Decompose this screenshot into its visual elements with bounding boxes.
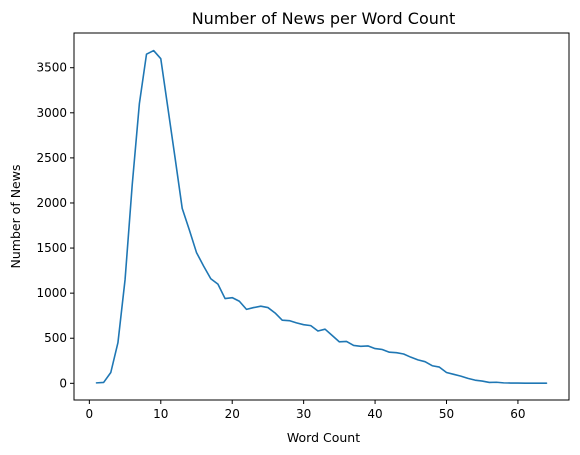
series-line (95, 49, 548, 385)
y-tick-label: 0 (59, 376, 67, 390)
x-tick-label: 0 (86, 407, 94, 421)
x-tick-label: 10 (153, 407, 168, 421)
x-ticks: 0 10 20 30 40 50 60 (86, 400, 526, 421)
x-tick-label: 50 (439, 407, 454, 421)
x-tick-label: 20 (225, 407, 240, 421)
x-tick-label: 30 (296, 407, 311, 421)
y-tick-label: 3500 (36, 61, 67, 75)
x-tick-label: 40 (367, 407, 382, 421)
x-tick-label: 60 (510, 407, 525, 421)
x-axis-label: Word Count (287, 430, 360, 445)
y-tick-label: 3000 (36, 106, 67, 120)
y-tick-label: 1500 (36, 241, 67, 255)
y-tick-label: 2500 (36, 151, 67, 165)
chart-title: Number of News per Word Count (192, 9, 456, 28)
plot-frame (73, 32, 570, 401)
y-tick-label: 1000 (36, 286, 67, 300)
y-axis-label: Number of News (8, 165, 23, 269)
y-tick-label: 500 (44, 331, 67, 345)
y-ticks: 0 500 1000 1500 2000 2500 3000 3500 (36, 61, 74, 390)
y-tick-label: 2000 (36, 196, 67, 210)
